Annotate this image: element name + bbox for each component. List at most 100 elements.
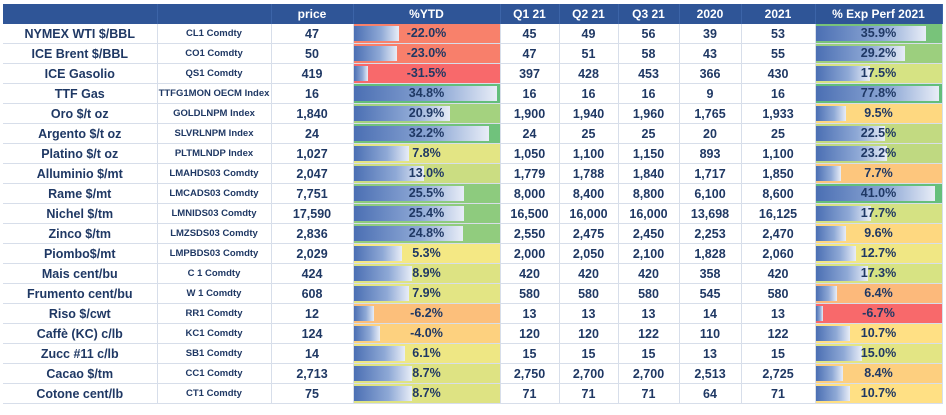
price-cell[interactable]: 2,029 [271,243,354,264]
y2020-cell[interactable]: 1,828 [679,243,742,264]
q2-21-cell[interactable]: 580 [559,283,619,304]
q2-21-cell[interactable]: 25 [559,123,619,144]
y2021-cell[interactable]: 1,933 [741,103,816,124]
y2020-cell[interactable]: 893 [679,143,742,164]
commodity-name[interactable]: Cacao $/tm [3,363,158,384]
price-cell[interactable]: 419 [271,63,354,84]
price-cell[interactable]: 24 [271,123,354,144]
exp-perf-cell[interactable]: 12.7% [815,243,943,264]
q2-21-cell[interactable]: 71 [559,383,619,404]
q1-21-cell[interactable]: 24 [500,123,560,144]
q1-21-cell[interactable]: 47 [500,43,560,64]
q3-21-cell[interactable]: 71 [618,383,680,404]
commodity-ticker[interactable]: CO1 Comdty [157,43,272,64]
ytd-cell[interactable]: 7.9% [353,283,501,304]
price-cell[interactable]: 2,713 [271,363,354,384]
commodity-ticker[interactable]: LMAHDS03 Comdty [157,163,272,184]
y2020-cell[interactable]: 39 [679,24,742,44]
commodity-ticker[interactable]: LMPBDS03 Comdty [157,243,272,264]
q2-21-cell[interactable]: 2,700 [559,363,619,384]
exp-perf-cell[interactable]: 15.0% [815,343,943,364]
y2020-cell[interactable]: 366 [679,63,742,84]
commodity-ticker[interactable]: CL1 Comdty [157,24,272,44]
price-cell[interactable]: 424 [271,263,354,284]
commodity-name[interactable]: Piombo$/mt [3,243,158,264]
q1-21-cell[interactable]: 15 [500,343,560,364]
exp-perf-cell[interactable]: 10.7% [815,383,943,404]
commodity-ticker[interactable]: LMCADS03 Comdty [157,183,272,204]
y2021-cell[interactable]: 13 [741,303,816,324]
y2020-cell[interactable]: 13 [679,343,742,364]
exp-perf-cell[interactable]: 6.4% [815,283,943,304]
q3-21-cell[interactable]: 16,000 [618,203,680,224]
q2-21-cell[interactable]: 1,100 [559,143,619,164]
y2020-cell[interactable]: 545 [679,283,742,304]
price-cell[interactable]: 7,751 [271,183,354,204]
ytd-cell[interactable]: -4.0% [353,323,501,344]
q1-21-cell[interactable]: 2,000 [500,243,560,264]
col-header-ticker[interactable] [157,4,272,24]
y2020-cell[interactable]: 2,513 [679,363,742,384]
commodity-name[interactable]: Alluminio $/mt [3,163,158,184]
q2-21-cell[interactable]: 1,788 [559,163,619,184]
price-cell[interactable]: 2,047 [271,163,354,184]
ytd-cell[interactable]: 24.8% [353,223,501,244]
commodity-name[interactable]: Frumento cent/bu [3,283,158,304]
ytd-cell[interactable]: 20.9% [353,103,501,124]
col-header-2021[interactable]: 2021 [741,4,816,24]
ytd-cell[interactable]: -23.0% [353,43,501,64]
col-header-q2-21[interactable]: Q2 21 [559,4,619,24]
q1-21-cell[interactable]: 1,900 [500,103,560,124]
commodity-name[interactable]: ICE Brent $/BBL [3,43,158,64]
y2021-cell[interactable]: 580 [741,283,816,304]
q1-21-cell[interactable]: 71 [500,383,560,404]
q1-21-cell[interactable]: 8,000 [500,183,560,204]
price-cell[interactable]: 16 [271,83,354,104]
q1-21-cell[interactable]: 420 [500,263,560,284]
y2020-cell[interactable]: 20 [679,123,742,144]
q3-21-cell[interactable]: 25 [618,123,680,144]
commodity-ticker[interactable]: RR1 Comdty [157,303,272,324]
exp-perf-cell[interactable]: -6.7% [815,303,943,324]
commodity-name[interactable]: Platino $/t oz [3,143,158,164]
y2020-cell[interactable]: 110 [679,323,742,344]
y2020-cell[interactable]: 6,100 [679,183,742,204]
exp-perf-cell[interactable]: 7.7% [815,163,943,184]
q2-21-cell[interactable]: 2,475 [559,223,619,244]
exp-perf-cell[interactable]: 41.0% [815,183,943,204]
q3-21-cell[interactable]: 453 [618,63,680,84]
y2020-cell[interactable]: 358 [679,263,742,284]
ytd-cell[interactable]: 8.9% [353,263,501,284]
ytd-cell[interactable]: 13.0% [353,163,501,184]
commodity-name[interactable]: NYMEX WTI $/BBL [3,24,158,44]
y2021-cell[interactable]: 8,600 [741,183,816,204]
col-header-q1-21[interactable]: Q1 21 [500,4,560,24]
ytd-cell[interactable]: 8.7% [353,383,501,404]
y2020-cell[interactable]: 14 [679,303,742,324]
col-header-2020[interactable]: 2020 [679,4,742,24]
q3-21-cell[interactable]: 420 [618,263,680,284]
commodity-name[interactable]: Caffè (KC) c/lb [3,323,158,344]
commodity-name[interactable]: Rame $/mt [3,183,158,204]
price-cell[interactable]: 124 [271,323,354,344]
y2020-cell[interactable]: 2,253 [679,223,742,244]
q2-21-cell[interactable]: 1,940 [559,103,619,124]
commodity-ticker[interactable]: C 1 Comdty [157,263,272,284]
ytd-cell[interactable]: 6.1% [353,343,501,364]
y2021-cell[interactable]: 430 [741,63,816,84]
exp-perf-cell[interactable]: 10.7% [815,323,943,344]
commodity-name[interactable]: TTF Gas [3,83,158,104]
price-cell[interactable]: 50 [271,43,354,64]
commodity-ticker[interactable]: LMNIDS03 Comdty [157,203,272,224]
q2-21-cell[interactable]: 8,400 [559,183,619,204]
q2-21-cell[interactable]: 2,050 [559,243,619,264]
price-cell[interactable]: 1,840 [271,103,354,124]
commodity-name[interactable]: Zucc #11 c/lb [3,343,158,364]
y2021-cell[interactable]: 16 [741,83,816,104]
col-header-name[interactable] [3,4,158,24]
q2-21-cell[interactable]: 15 [559,343,619,364]
q1-21-cell[interactable]: 16 [500,83,560,104]
commodity-ticker[interactable]: KC1 Comdty [157,323,272,344]
commodity-ticker[interactable]: GOLDLNPM Index [157,103,272,124]
q3-21-cell[interactable]: 122 [618,323,680,344]
